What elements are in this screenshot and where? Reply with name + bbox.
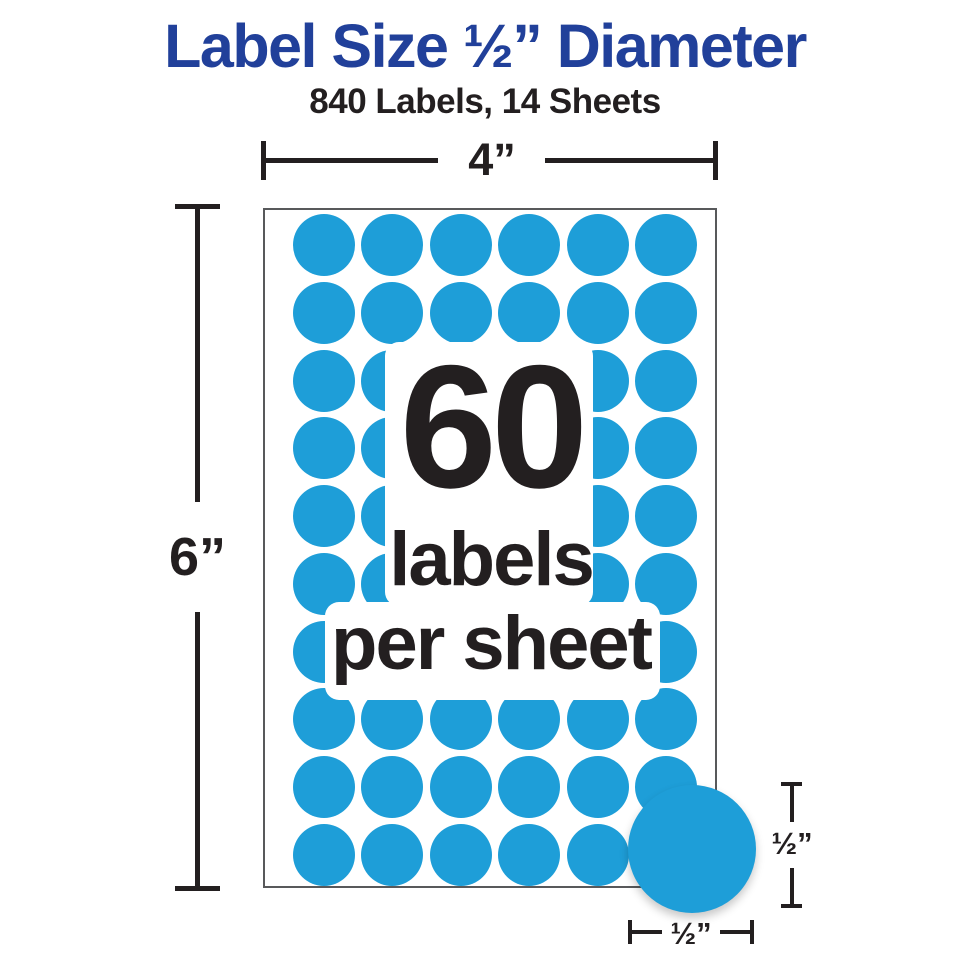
- label-height-label: ½”: [771, 826, 813, 861]
- label-dot: [293, 485, 355, 547]
- height-dim-bottom-cap: [175, 886, 220, 891]
- label-dot: [498, 823, 561, 886]
- per-sheet-word-text: per sheet: [331, 601, 653, 686]
- label-dot: [635, 485, 697, 547]
- label-width-right-tick: [750, 920, 754, 944]
- label-dot: [293, 214, 355, 276]
- label-dot: [566, 281, 629, 344]
- label-dot: [429, 756, 492, 818]
- label-dot: [361, 756, 424, 818]
- label-dot: [635, 214, 697, 276]
- labels-count-text: 60: [399, 330, 589, 525]
- label-dot: [566, 823, 629, 886]
- zoomed-label-circle: [628, 785, 756, 913]
- label-dot: [635, 281, 697, 344]
- height-dim-label: 6”: [168, 527, 227, 587]
- page-subtitle: 840 Labels, 14 Sheets: [309, 82, 661, 121]
- label-height-bottom-line: [790, 868, 794, 906]
- label-dot: [566, 214, 629, 276]
- label-dot: [293, 417, 355, 480]
- callout-background-upper: [385, 342, 593, 606]
- label-dot: [498, 281, 561, 344]
- callout-background-lower: [325, 602, 660, 700]
- page-title: Label Size ½” Diameter: [164, 12, 807, 80]
- label-sheet: 60 labels per sheet: [263, 208, 717, 888]
- width-dim-left-line: [263, 158, 438, 163]
- label-dot: [361, 823, 424, 886]
- label-height-top-line: [790, 784, 794, 822]
- label-dot: [429, 214, 492, 276]
- label-dot: [635, 349, 697, 412]
- label-width-left-line: [630, 930, 662, 934]
- width-dim-label: 4”: [468, 134, 516, 185]
- width-dim-right-line: [545, 158, 717, 163]
- label-dot: [429, 823, 492, 886]
- label-width-right-line: [720, 930, 752, 934]
- label-dot: [566, 756, 629, 818]
- height-dim-top-line: [195, 206, 200, 502]
- label-dot: [293, 281, 355, 344]
- label-dot: [293, 349, 355, 412]
- width-dim-right-tick: [713, 141, 718, 180]
- label-dot: [293, 756, 355, 818]
- label-dot: [361, 214, 424, 276]
- label-dot: [498, 214, 561, 276]
- label-dot: [498, 756, 561, 818]
- label-dot: [293, 823, 355, 886]
- height-dim-bottom-line: [195, 612, 200, 889]
- label-width-label: ½”: [670, 916, 712, 951]
- label-dot: [635, 417, 697, 480]
- label-dot: [429, 281, 492, 344]
- labels-word-text: labels: [389, 517, 594, 602]
- label-dot: [361, 281, 424, 344]
- label-height-bottom-tick: [781, 904, 802, 908]
